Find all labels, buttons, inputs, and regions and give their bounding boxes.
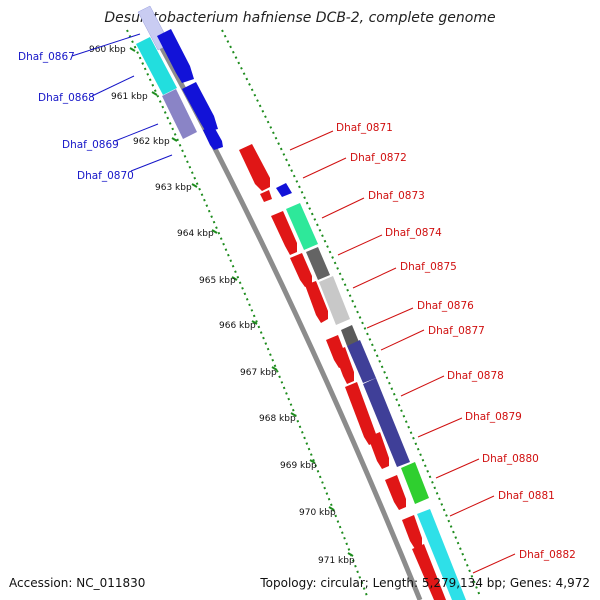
label-leader-line xyxy=(289,130,334,151)
forward-strand xyxy=(136,5,223,150)
gene-label-dhaf-0873[interactable]: Dhaf_0873 xyxy=(368,190,425,202)
gene-label-dhaf-0874[interactable]: Dhaf_0874 xyxy=(385,227,442,239)
gene-feature-dhaf-0878b[interactable] xyxy=(345,382,376,445)
gene-feature-dhaf-0869b[interactable] xyxy=(182,82,218,132)
kbp-tick-mark xyxy=(309,459,316,464)
label-leader-line xyxy=(302,157,347,179)
kbp-tick-label: 963 kbp xyxy=(155,183,192,193)
kbp-tick-label: 971 kbp xyxy=(318,556,355,566)
gene-feature-dhaf-0876[interactable] xyxy=(341,325,359,346)
gene-label-dhaf-0876[interactable]: Dhaf_0876 xyxy=(417,300,474,312)
gene-feature-dhaf-0868b[interactable] xyxy=(157,29,194,83)
kbp-tick-label: 966 kbp xyxy=(219,321,256,331)
gene-feature-dhaf-0868[interactable] xyxy=(136,37,177,95)
forward-labels: Dhaf_0867 Dhaf_0868 Dhaf_0869 Dhaf_0870 xyxy=(18,33,173,182)
kbp-tick-label: 968 kbp xyxy=(259,414,296,424)
kbp-tick-mark xyxy=(231,276,238,281)
gene-feature-dhaf-0877b[interactable] xyxy=(334,347,354,384)
kbp-tick-mark xyxy=(129,47,136,52)
gene-feature-dhaf-0875b[interactable] xyxy=(319,276,350,325)
kbp-tick-mark xyxy=(271,366,278,371)
label-leader-line xyxy=(91,75,135,97)
reverse-labels: Dhaf_0871 Dhaf_0872 Dhaf_0873 Dhaf_0874 … xyxy=(289,122,576,574)
kbp-tick-mark xyxy=(347,552,354,557)
genome-summary-text: Topology: circular; Length: 5,279,134 bp… xyxy=(259,576,590,590)
label-leader-line xyxy=(400,375,445,397)
genome-backbone xyxy=(149,28,423,600)
map-title: Desulfitobacterium hafniense DCB-2, comp… xyxy=(104,10,495,26)
label-leader-line xyxy=(130,154,173,172)
reverse-strand xyxy=(239,144,466,600)
gene-label-dhaf-0881[interactable]: Dhaf_0881 xyxy=(498,490,555,502)
kbp-tick-label: 969 kbp xyxy=(280,461,317,471)
kbp-tick-mark xyxy=(211,229,218,234)
gene-label-dhaf-0869[interactable]: Dhaf_0869 xyxy=(62,139,119,151)
gene-label-dhaf-0882[interactable]: Dhaf_0882 xyxy=(519,549,576,561)
kbp-tick-label: 965 kbp xyxy=(199,276,236,286)
gene-feature-dhaf-0882[interactable] xyxy=(412,544,446,600)
gene-feature-dhaf-0874[interactable] xyxy=(290,253,312,287)
gene-feature-dhaf-0872b[interactable] xyxy=(276,183,292,197)
label-leader-line xyxy=(337,234,383,256)
kbp-tick-mark xyxy=(171,137,178,142)
accession-text: Accession: NC_011830 xyxy=(9,576,145,590)
gene-feature-dhaf-0871[interactable] xyxy=(239,144,270,191)
gene-feature-dhaf-0870[interactable] xyxy=(203,125,223,150)
gene-feature-dhaf-0874b[interactable] xyxy=(306,247,330,280)
gene-label-dhaf-0872[interactable]: Dhaf_0872 xyxy=(350,152,407,164)
gene-label-dhaf-0878[interactable]: Dhaf_0878 xyxy=(447,370,504,382)
outer-tick-ring xyxy=(126,29,368,597)
gene-feature-dhaf-0873[interactable] xyxy=(271,211,297,255)
gene-feature-dhaf-0881[interactable] xyxy=(402,515,422,549)
kbp-tick-mark xyxy=(151,91,158,96)
gene-label-dhaf-0879[interactable]: Dhaf_0879 xyxy=(465,411,522,423)
label-leader-line xyxy=(435,458,480,479)
label-leader-line xyxy=(321,197,365,219)
gene-feature-dhaf-0875[interactable] xyxy=(305,281,328,323)
gene-label-dhaf-0875[interactable]: Dhaf_0875 xyxy=(400,261,457,273)
gene-feature-dhaf-0879[interactable] xyxy=(363,378,410,467)
gene-label-dhaf-0871[interactable]: Dhaf_0871 xyxy=(336,122,393,134)
gene-feature-dhaf-0879b[interactable] xyxy=(368,432,389,469)
label-leader-line xyxy=(352,267,397,289)
label-leader-line xyxy=(449,495,495,517)
label-leader-line xyxy=(366,307,414,329)
label-leader-line xyxy=(71,33,141,57)
gene-label-dhaf-0867[interactable]: Dhaf_0867 xyxy=(18,51,75,63)
inner-tick-ring xyxy=(221,29,481,597)
gene-feature-dhaf-0880[interactable] xyxy=(401,462,429,504)
gene-feature-dhaf-0872[interactable] xyxy=(260,190,272,202)
label-leader-line xyxy=(114,123,159,142)
gene-feature-dhaf-0873b[interactable] xyxy=(286,203,318,250)
kbp-tick-label: 970 kbp xyxy=(299,508,336,518)
kbp-axis: 960 kbp 961 kbp 962 kbp 963 kbp 964 kbp … xyxy=(89,45,355,566)
gene-feature-dhaf-0878[interactable] xyxy=(347,340,376,383)
gene-label-dhaf-0868[interactable]: Dhaf_0868 xyxy=(38,92,95,104)
gene-label-dhaf-0870[interactable]: Dhaf_0870 xyxy=(77,170,134,182)
kbp-tick-mark xyxy=(290,412,297,417)
gene-feature-dhaf-0869[interactable] xyxy=(162,89,197,139)
kbp-tick-mark xyxy=(251,320,258,325)
gene-label-dhaf-0877[interactable]: Dhaf_0877 xyxy=(428,325,485,337)
kbp-tick-mark xyxy=(191,183,198,188)
label-leader-line xyxy=(380,329,425,351)
label-leader-line xyxy=(472,553,516,574)
kbp-tick-label: 964 kbp xyxy=(177,229,214,239)
kbp-tick-label: 961 kbp xyxy=(111,92,148,102)
gene-label-dhaf-0880[interactable]: Dhaf_0880 xyxy=(482,453,539,465)
label-leader-line xyxy=(417,417,463,438)
kbp-tick-label: 962 kbp xyxy=(133,137,170,147)
gene-feature-dhaf-0881b[interactable] xyxy=(417,509,466,600)
kbp-tick-label: 960 kbp xyxy=(89,45,126,55)
gene-feature-dhaf-0880b[interactable] xyxy=(385,475,406,510)
kbp-tick-label: 967 kbp xyxy=(240,368,277,378)
kbp-tick-mark xyxy=(328,506,335,511)
